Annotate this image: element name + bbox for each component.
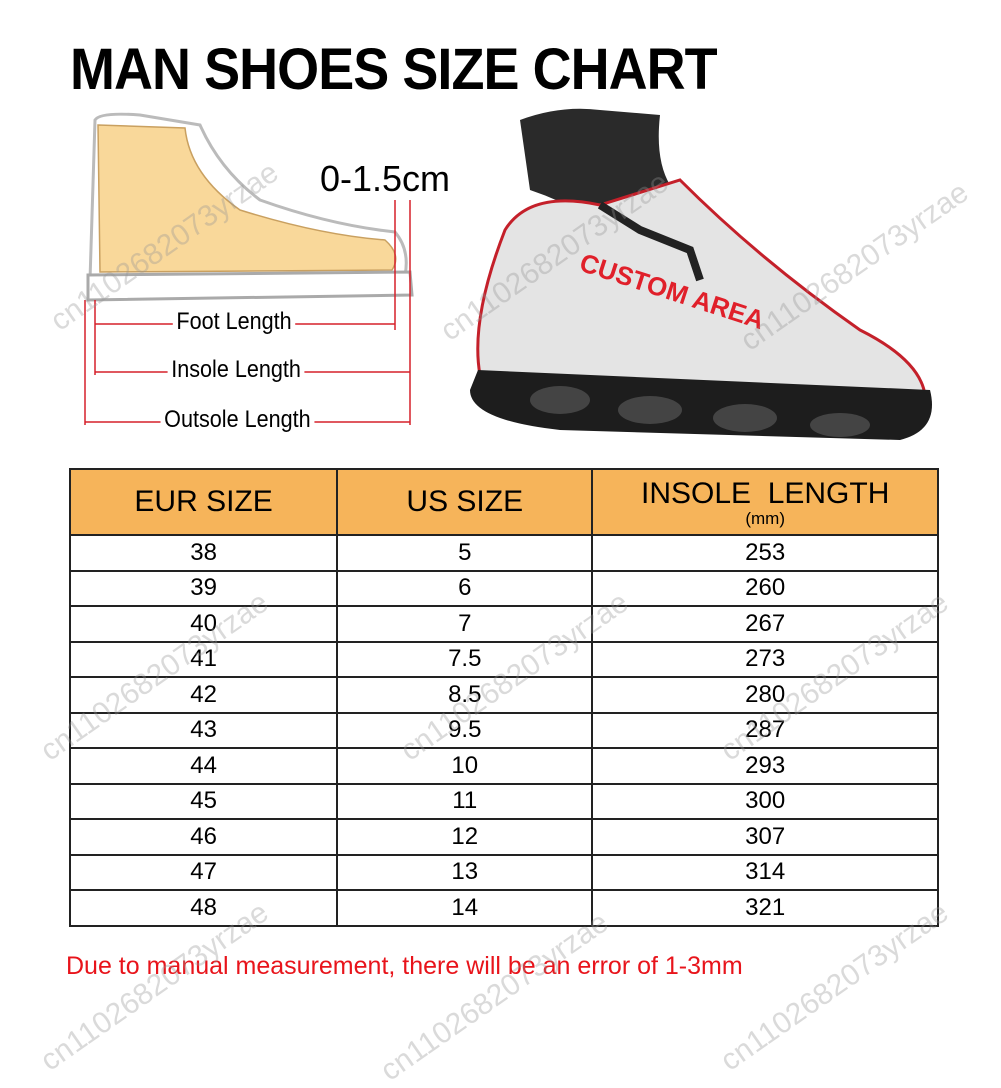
outsole-length-label: Outsole Length bbox=[160, 406, 315, 434]
table-row: 41 7.5 273 bbox=[68, 640, 939, 678]
eur-size-cell: 38 bbox=[68, 534, 339, 572]
header-insole-length: INSOLE LENGTH (mm) bbox=[591, 468, 939, 536]
us-size-cell: 6 bbox=[336, 569, 594, 607]
eur-size-cell: 47 bbox=[68, 853, 339, 891]
eur-size-cell: 44 bbox=[68, 747, 339, 785]
insole-length-cell: 321 bbox=[591, 889, 939, 927]
insole-length-cell: 307 bbox=[591, 818, 939, 856]
insole-length-cell: 314 bbox=[591, 853, 939, 891]
eur-size-cell: 42 bbox=[68, 676, 339, 714]
us-size-cell: 7.5 bbox=[336, 640, 594, 678]
table-row: 38 5 253 bbox=[68, 534, 939, 572]
foot-illustration bbox=[84, 112, 414, 425]
us-size-cell: 9.5 bbox=[336, 711, 594, 749]
size-table: EUR SIZE US SIZE INSOLE LENGTH (mm) 38 5 25… bbox=[68, 468, 939, 927]
insole-length-cell: 260 bbox=[591, 569, 939, 607]
us-size-cell: 10 bbox=[336, 747, 594, 785]
insole-length-cell: 253 bbox=[591, 534, 939, 572]
eur-size-cell: 40 bbox=[68, 605, 339, 643]
insole-length-label: Insole Length bbox=[167, 356, 305, 384]
measurement-note: Due to manual measurement, there will be… bbox=[66, 952, 743, 980]
us-size-cell: 7 bbox=[336, 605, 594, 643]
table-header-row: EUR SIZE US SIZE INSOLE LENGTH (mm) bbox=[68, 468, 939, 536]
watermark: cn1102682073yrzae bbox=[374, 905, 615, 1088]
table-row: 47 13 314 bbox=[68, 853, 939, 891]
tolerance-label: 0-1.5cm bbox=[320, 158, 451, 199]
us-size-cell: 13 bbox=[336, 853, 594, 891]
insole-length-cell: 273 bbox=[591, 640, 939, 678]
table-row: 39 6 260 bbox=[68, 569, 939, 607]
table-row: 46 12 307 bbox=[68, 818, 939, 856]
eur-size-cell: 46 bbox=[68, 818, 339, 856]
table-row: 42 8.5 280 bbox=[68, 676, 939, 714]
shoe-image: CUSTOM AREA bbox=[470, 108, 932, 440]
us-size-cell: 5 bbox=[336, 534, 594, 572]
insole-length-cell: 280 bbox=[591, 676, 939, 714]
eur-size-cell: 39 bbox=[68, 569, 339, 607]
insole-length-cell: 293 bbox=[591, 747, 939, 785]
table-row: 44 10 293 bbox=[68, 747, 939, 785]
eur-size-cell: 41 bbox=[68, 640, 339, 678]
insole-length-cell: 287 bbox=[591, 711, 939, 749]
insole-length-cell: 300 bbox=[591, 782, 939, 820]
eur-size-cell: 43 bbox=[68, 711, 339, 749]
page-title: MAN SHOES SIZE CHART bbox=[70, 37, 718, 102]
us-size-cell: 8.5 bbox=[336, 676, 594, 714]
header-eur-size: EUR SIZE bbox=[68, 468, 339, 536]
eur-size-cell: 45 bbox=[68, 782, 339, 820]
eur-size-cell: 48 bbox=[68, 889, 339, 927]
header-us-size: US SIZE bbox=[336, 468, 594, 536]
table-row: 40 7 267 bbox=[68, 605, 939, 643]
table-row: 45 11 300 bbox=[68, 782, 939, 820]
table-row: 48 14 321 bbox=[68, 889, 939, 927]
us-size-cell: 11 bbox=[336, 782, 594, 820]
table-row: 43 9.5 287 bbox=[68, 711, 939, 749]
insole-length-cell: 267 bbox=[591, 605, 939, 643]
header-insole-label: INSOLE LENGTH bbox=[640, 477, 890, 510]
foot-length-label: Foot Length bbox=[172, 308, 296, 336]
us-size-cell: 12 bbox=[336, 818, 594, 856]
illustration: CUSTOM AREA bbox=[84, 108, 932, 440]
header-unit: (mm) bbox=[745, 509, 786, 528]
us-size-cell: 14 bbox=[336, 889, 594, 927]
